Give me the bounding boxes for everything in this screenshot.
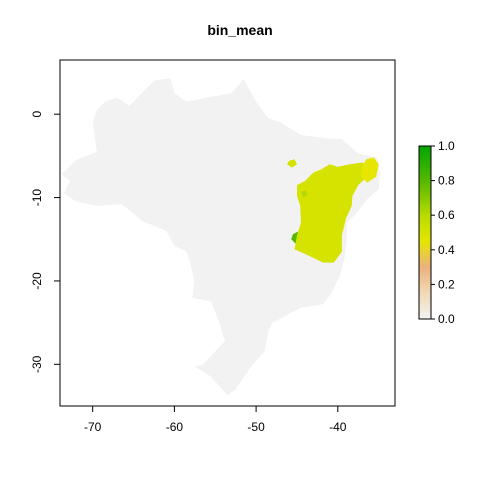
legend-tick-label: 0.0 — [438, 312, 455, 326]
legend-tick-label: 0.4 — [438, 243, 455, 257]
color-legend: 0.0 0.2 0.4 0.6 0.8 1.0 — [418, 139, 455, 326]
legend-tick-label: 0.8 — [438, 174, 455, 188]
value-patch — [294, 162, 369, 263]
map-area — [61, 78, 381, 396]
x-axis: -70 -60 -50 -40 — [84, 405, 347, 434]
y-axis: 0 -10 -20 -30 — [30, 111, 61, 373]
y-tick-label: 0 — [30, 111, 44, 118]
x-tick-label: -40 — [329, 420, 347, 434]
x-tick-label: -60 — [166, 420, 184, 434]
value-patch — [360, 157, 379, 183]
legend-colorbar — [418, 145, 432, 320]
legend-tick-label: 0.6 — [438, 208, 455, 222]
value-patch — [301, 190, 308, 198]
country-region — [61, 78, 381, 396]
map-title: bin_mean — [207, 22, 273, 38]
legend-tick-label: 0.2 — [438, 277, 455, 291]
value-patch — [287, 159, 297, 168]
y-tick-label: -30 — [30, 355, 44, 373]
x-tick-label: -50 — [247, 420, 265, 434]
y-tick-label: -10 — [30, 189, 44, 207]
legend-tick-label: 1.0 — [438, 139, 455, 153]
y-tick-label: -20 — [30, 272, 44, 290]
x-tick-label: -70 — [84, 420, 102, 434]
